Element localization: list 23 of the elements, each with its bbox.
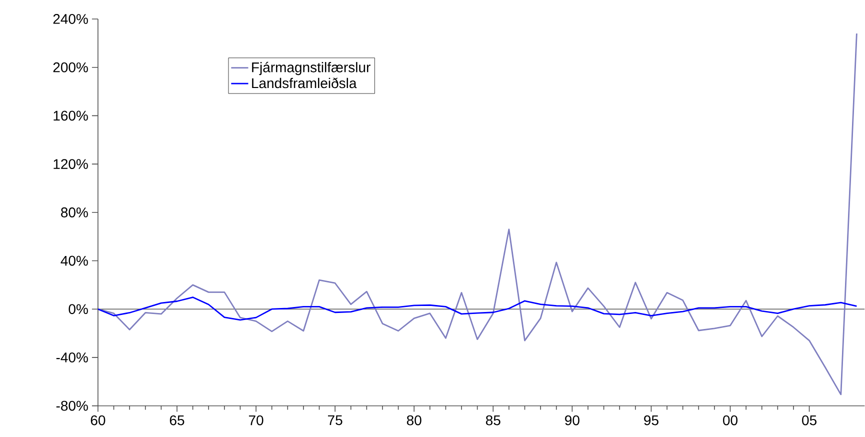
x-tick-label: 85 <box>486 415 500 426</box>
legend-label: Fjármagnstilfærslur <box>252 62 370 76</box>
y-tick-label: 80% <box>61 208 88 218</box>
x-tick-label: 95 <box>644 415 658 426</box>
x-tick-label: 90 <box>565 415 580 426</box>
line-series <box>98 296 858 321</box>
x-tick-label: 60 <box>90 415 106 426</box>
y-tick-label: 160% <box>54 110 88 121</box>
x-tick-label: 05 <box>802 415 816 426</box>
x-tick-label: 80 <box>406 415 422 426</box>
y-tick-label: 120% <box>54 159 88 170</box>
legend-label: Landsframleiðsla <box>252 78 357 88</box>
y-tick-label: -40% <box>56 352 88 363</box>
x-tick-label: 70 <box>248 415 264 426</box>
x-tick-label: 65 <box>170 415 184 426</box>
y-tick-label: 0% <box>68 304 88 314</box>
y-tick-label: 200% <box>53 62 88 72</box>
x-tick-label: 75 <box>328 415 342 426</box>
x-tick-label: 00 <box>723 415 738 426</box>
y-tick-label: -80% <box>56 400 88 411</box>
y-tick-label: 40% <box>60 256 88 266</box>
line-series <box>98 32 858 396</box>
y-tick-label: 240% <box>53 14 88 24</box>
